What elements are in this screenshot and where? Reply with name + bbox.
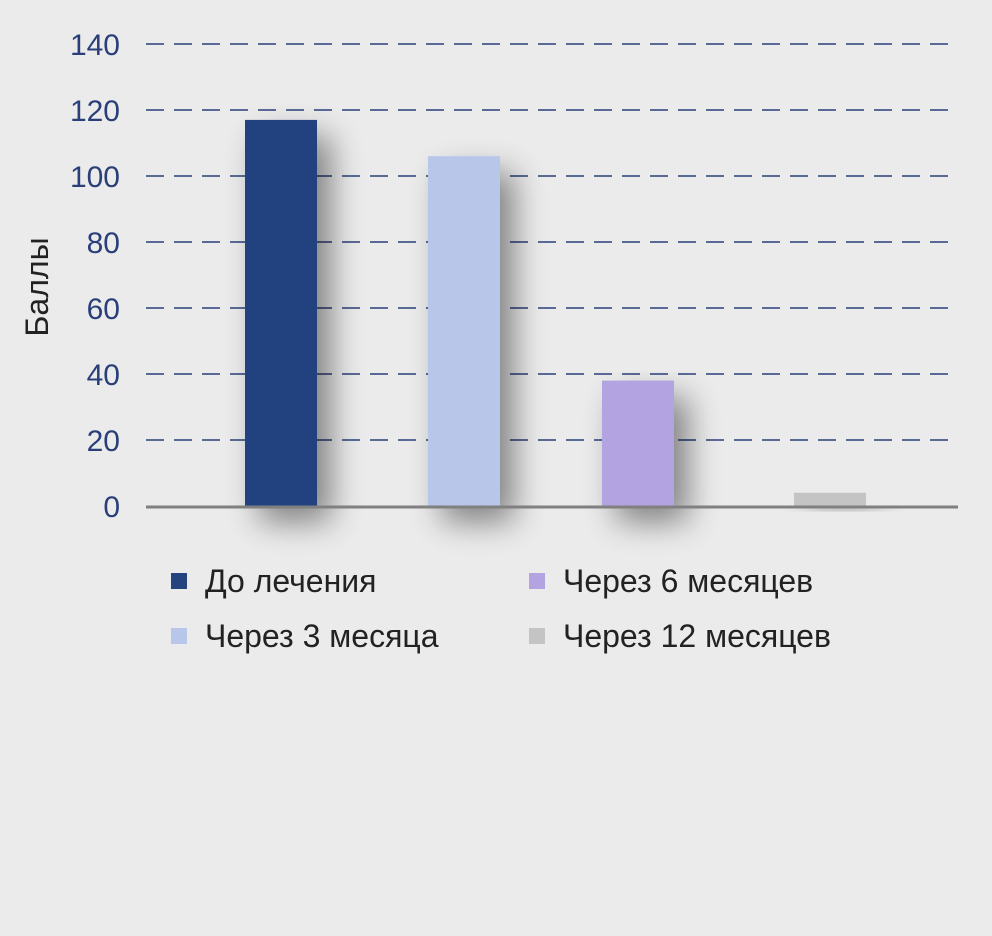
y-tick-label: 20 — [87, 425, 120, 458]
legend: До лечения Через 3 месяца Через 6 месяцев Ч… — [171, 563, 831, 654]
y-tick-label: 140 — [70, 29, 120, 62]
bar-2 — [428, 156, 500, 506]
legend-swatch — [529, 628, 545, 644]
legend-label: Через 3 месяца — [205, 618, 439, 654]
y-tick-label: 80 — [87, 227, 120, 260]
y-tick-label: 40 — [87, 359, 120, 392]
bar-4 — [794, 492, 866, 506]
y-tick-label: 60 — [87, 293, 120, 326]
gridlines — [146, 43, 958, 441]
y-axis-label: Баллы — [19, 237, 55, 336]
legend-swatch — [171, 628, 187, 644]
y-tick-label: 0 — [103, 491, 120, 524]
y-axis-ticks: 0 20 40 60 80 100 120 140 — [70, 29, 120, 524]
legend-label: Через 12 месяцев — [563, 618, 831, 654]
legend-label: Через 6 месяцев — [563, 563, 813, 599]
bars — [245, 119, 866, 507]
legend-swatch — [171, 573, 187, 589]
bar-1 — [245, 119, 317, 507]
legend-swatch — [529, 573, 545, 589]
bar-3 — [602, 380, 674, 506]
y-tick-label: 100 — [70, 161, 120, 194]
y-tick-label: 120 — [70, 95, 120, 128]
legend-label: До лечения — [205, 563, 376, 599]
